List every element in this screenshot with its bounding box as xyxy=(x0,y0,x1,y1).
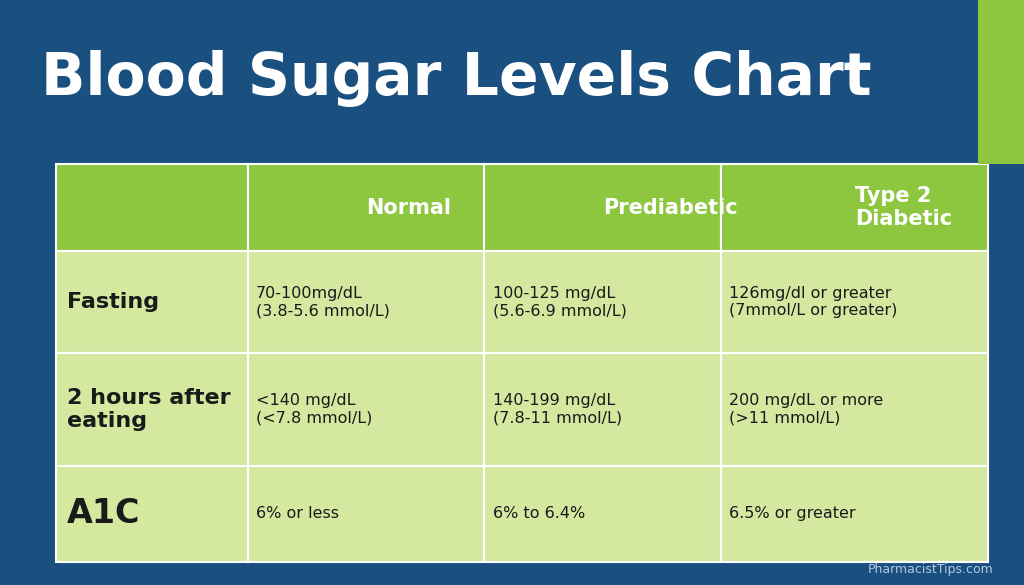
FancyBboxPatch shape xyxy=(56,252,248,353)
Text: 70-100mg/dL
(3.8-5.6 mmol/L): 70-100mg/dL (3.8-5.6 mmol/L) xyxy=(256,286,390,318)
FancyBboxPatch shape xyxy=(248,252,484,353)
Text: PharmacistTips.com: PharmacistTips.com xyxy=(867,563,993,576)
Text: 100-125 mg/dL
(5.6-6.9 mmol/L): 100-125 mg/dL (5.6-6.9 mmol/L) xyxy=(493,286,627,318)
Text: Normal: Normal xyxy=(367,198,452,218)
Text: <140 mg/dL
(<7.8 mmol/L): <140 mg/dL (<7.8 mmol/L) xyxy=(256,393,373,426)
FancyBboxPatch shape xyxy=(978,0,1024,164)
FancyBboxPatch shape xyxy=(484,466,721,562)
Text: 6% or less: 6% or less xyxy=(256,507,339,521)
FancyBboxPatch shape xyxy=(56,164,248,252)
FancyBboxPatch shape xyxy=(484,353,721,466)
FancyBboxPatch shape xyxy=(721,466,988,562)
FancyBboxPatch shape xyxy=(484,164,721,252)
Text: 2 hours after
eating: 2 hours after eating xyxy=(67,388,230,431)
Text: Type 2
Diabetic: Type 2 Diabetic xyxy=(855,186,951,229)
FancyBboxPatch shape xyxy=(248,353,484,466)
FancyBboxPatch shape xyxy=(721,164,988,252)
Text: 6% to 6.4%: 6% to 6.4% xyxy=(493,507,585,521)
Text: Fasting: Fasting xyxy=(67,292,159,312)
Text: 140-199 mg/dL
(7.8-11 mmol/L): 140-199 mg/dL (7.8-11 mmol/L) xyxy=(493,393,622,426)
Text: Prediabetic: Prediabetic xyxy=(603,198,737,218)
FancyBboxPatch shape xyxy=(484,252,721,353)
FancyBboxPatch shape xyxy=(721,252,988,353)
Text: 126mg/dl or greater
(7mmol/L or greater): 126mg/dl or greater (7mmol/L or greater) xyxy=(729,286,898,318)
FancyBboxPatch shape xyxy=(248,466,484,562)
Text: Blood Sugar Levels Chart: Blood Sugar Levels Chart xyxy=(41,50,871,108)
FancyBboxPatch shape xyxy=(721,353,988,466)
FancyBboxPatch shape xyxy=(56,466,248,562)
FancyBboxPatch shape xyxy=(248,164,484,252)
Text: A1C: A1C xyxy=(67,497,140,531)
Text: 6.5% or greater: 6.5% or greater xyxy=(729,507,856,521)
FancyBboxPatch shape xyxy=(56,353,248,466)
Text: 200 mg/dL or more
(>11 mmol/L): 200 mg/dL or more (>11 mmol/L) xyxy=(729,393,884,426)
